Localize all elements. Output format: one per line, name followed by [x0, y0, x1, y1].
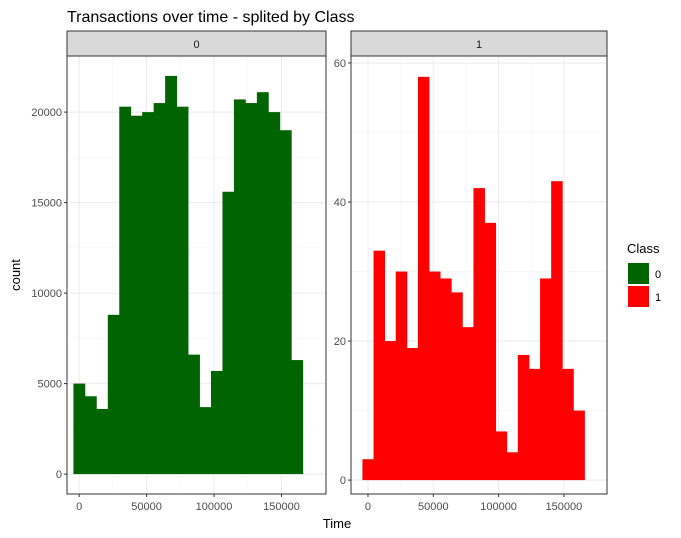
histogram-bar [245, 103, 258, 475]
histogram-bar [506, 452, 519, 481]
histogram-bar [440, 278, 452, 481]
histogram-bar [222, 191, 235, 475]
y-tick-label: 40 [334, 197, 346, 209]
legend-swatch-0 [628, 263, 649, 284]
histogram-bar [188, 354, 200, 475]
y-tick-label: 0 [56, 469, 62, 481]
legend-swatch-1 [628, 286, 649, 307]
panel-1-strip-label: 1 [476, 39, 482, 51]
histogram-bar [130, 115, 143, 475]
histogram-bar [73, 383, 86, 475]
histogram-bar [268, 112, 281, 475]
histogram-bar [362, 459, 374, 481]
histogram-bar [84, 396, 97, 475]
histogram-bar [528, 368, 541, 481]
legend-label-0: 0 [655, 269, 661, 281]
histogram-bar [473, 188, 485, 481]
panel-1-x-axis: 0 50000 100000 150000 [365, 494, 582, 513]
x-tick-label: 50000 [131, 501, 162, 513]
panel-0-strip-label: 0 [193, 39, 199, 51]
histogram-bar [495, 431, 508, 481]
chart-title: Transactions over time - splited by Clas… [67, 9, 355, 26]
x-axis-title: Time [323, 516, 351, 531]
histogram-bar [429, 271, 441, 481]
histogram-bar [484, 222, 497, 481]
histogram-bar [291, 360, 304, 475]
histogram-bar [540, 278, 552, 481]
histogram-bar [462, 327, 474, 481]
histogram-bar [517, 354, 530, 481]
histogram-bar [256, 92, 269, 475]
x-tick-label: 150000 [263, 501, 300, 513]
panel-0-bars [73, 75, 304, 475]
histogram-bar [199, 407, 212, 475]
panel-1-bars [362, 76, 585, 481]
histogram-bar [573, 410, 585, 481]
y-tick-label: 20 [334, 336, 346, 348]
histogram-bar [119, 106, 132, 475]
x-tick-label: 100000 [196, 501, 233, 513]
histogram-bar [373, 250, 386, 481]
histogram-bar [384, 341, 397, 481]
histogram-bar [142, 112, 155, 475]
panel-0-strip [66, 30, 327, 57]
histogram-bar [551, 181, 563, 481]
x-tick-label: 0 [76, 501, 82, 513]
y-tick-label: 20000 [31, 107, 62, 119]
y-tick-label: 15000 [31, 198, 62, 210]
histogram-bar [153, 103, 166, 475]
x-tick-label: 0 [365, 501, 371, 513]
panel-0-border [66, 55, 327, 495]
histogram-bar [233, 99, 246, 475]
histogram-bar [211, 370, 223, 475]
panel-1-y-axis: 0 20 40 60 [334, 58, 351, 487]
histogram-bar [562, 368, 574, 481]
x-tick-label: 150000 [546, 501, 583, 513]
histogram-bar [279, 130, 292, 475]
histogram-bar [165, 75, 178, 475]
panel-class-0: 0 0 5000 10000 15000 20000 0 50000 100000 15000… [31, 30, 327, 513]
histogram-bar [451, 292, 463, 481]
histogram-bar [406, 348, 419, 481]
histogram-bar [176, 106, 189, 475]
y-tick-label: 60 [334, 58, 346, 70]
histogram-bar [107, 314, 120, 475]
panel-class-1: 1 0 20 40 60 0 50000 100000 150000 [334, 30, 608, 513]
x-tick-label: 50000 [418, 501, 449, 513]
panel-0-y-axis: 0 5000 10000 15000 20000 [31, 107, 67, 481]
histogram-bar [395, 271, 408, 481]
legend-label-1: 1 [655, 292, 661, 304]
histogram-bar [417, 76, 430, 481]
y-tick-label: 5000 [38, 379, 62, 391]
panel-0-x-axis: 0 50000 100000 150000 [76, 494, 300, 513]
histogram-bar [96, 408, 109, 475]
panel-1-strip [350, 30, 608, 57]
y-tick-label: 0 [340, 475, 346, 487]
y-axis-title: count [8, 259, 23, 291]
legend-title: Class [627, 241, 660, 256]
panel-1-border [350, 55, 608, 495]
legend: Class 0 1 [627, 241, 661, 307]
y-tick-label: 10000 [31, 288, 62, 300]
x-tick-label: 100000 [480, 501, 517, 513]
